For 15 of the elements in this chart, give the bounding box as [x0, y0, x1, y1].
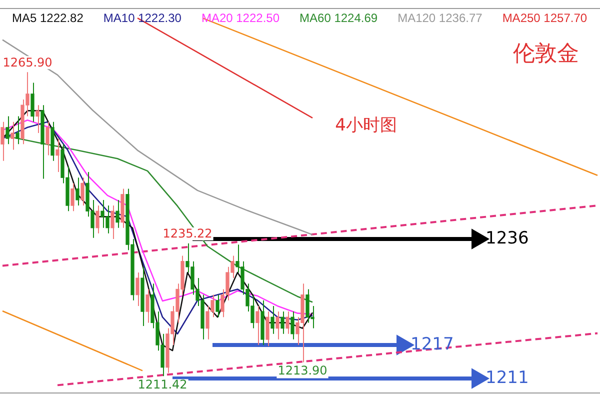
- text: MA5 1222.82: [12, 11, 84, 25]
- text: 4小时图: [335, 115, 397, 136]
- text: 伦敦金: [513, 42, 579, 67]
- text: MA250 1257.70: [502, 11, 588, 25]
- text: MA120 1236.77: [398, 11, 482, 25]
- text: MA10 1222.30: [103, 11, 182, 25]
- annotation: 1213.90: [278, 363, 328, 378]
- annotation: 1265.90: [2, 55, 52, 70]
- text: MA20 1222.50: [201, 11, 280, 25]
- annotation: 1211.42: [138, 377, 188, 392]
- annotation: 1235.22: [162, 226, 212, 240]
- series-label: 1211: [486, 368, 529, 388]
- series-label: 1217: [410, 334, 454, 354]
- text: MA60 1224.69: [300, 11, 378, 25]
- series-label: 1236: [486, 228, 529, 248]
